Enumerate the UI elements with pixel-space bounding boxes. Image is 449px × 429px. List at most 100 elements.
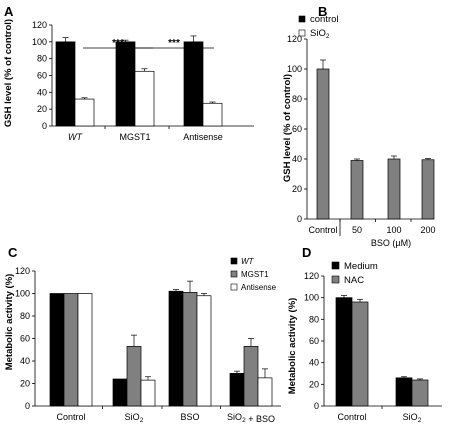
panel-c-bar-wt-sio2-bso xyxy=(229,373,245,407)
panel-c-ytick-label-100: 100 xyxy=(15,289,30,299)
panel-d-bar-nac-control xyxy=(351,301,369,407)
panel-a-ytick-label-120: 120 xyxy=(32,20,47,30)
panel-d-bar-medium-control xyxy=(335,297,353,407)
panel-b-category-control: Control xyxy=(308,225,337,235)
panel-a-ytick-label-100: 100 xyxy=(32,37,47,47)
panel-b-ylabel: GSH level (% of control) xyxy=(282,74,293,182)
panel-c-ytick-label-40: 40 xyxy=(20,356,30,366)
legend-label-sio2: SiO2 xyxy=(310,28,330,40)
panel-d-ytick-label-120: 120 xyxy=(304,271,319,281)
panel-a-category-wt: WT xyxy=(68,132,83,142)
panel-d-bar-nac-sio2 xyxy=(411,379,429,407)
panel-d-plot: 0 20 40 60 80 100 120 Control SiO2 xyxy=(304,271,442,424)
panel-c-category-sio2: SiO2 xyxy=(125,412,144,424)
panel-c-bar-mgst1-control xyxy=(63,293,79,407)
legend-swatch-control xyxy=(298,15,306,23)
legend-label-control: control xyxy=(310,14,339,25)
panel-b-ytick-label-60: 60 xyxy=(292,124,302,134)
panel-d-ytick-label-0: 0 xyxy=(314,401,319,411)
panel-label-c: C xyxy=(8,245,18,260)
panel-a-bar-control-mgst1 xyxy=(115,41,136,127)
chart-panel-c: C Metabolic activity (%) 0 20 40 60 80 100 120… xyxy=(4,245,281,424)
chart-panel-d: D Metabolic activity (%) 0 20 40 60 80 100 120… xyxy=(287,245,442,424)
panel-a-bar-sio2-wt xyxy=(74,98,95,127)
panel-d-ytick-label-80: 80 xyxy=(309,314,319,324)
panel-a-ytick-label-80: 80 xyxy=(37,54,47,64)
panel-d-ytick-label-60: 60 xyxy=(309,336,319,346)
legend-label-mgst1: MGST1 xyxy=(241,270,269,279)
panel-d-bar-medium-sio2 xyxy=(395,377,413,407)
panel-a-ytick-label-20: 20 xyxy=(37,104,47,114)
panel-c-ytick-label-60: 60 xyxy=(20,334,30,344)
chart-panel-b: B GSH level (% of control) 0 20 40 60 80 100 1… xyxy=(282,4,436,248)
panel-c-bar-wt-sio2 xyxy=(112,378,128,407)
panel-b-plot: 0 20 40 60 80 100 120 Control 50 100 200 xyxy=(287,34,436,235)
panel-c-ytick-label-0: 0 xyxy=(25,401,30,411)
panel-a-category-antisense: Antisense xyxy=(183,132,223,142)
panel-b-category-50: 50 xyxy=(352,225,362,235)
panel-c-plot: 0 20 40 60 80 100 120 Control SiO2 BSO SiO2 + BSO xyxy=(15,266,281,424)
panel-c-ytick-label-120: 120 xyxy=(15,266,30,276)
panel-b-ytick-label-100: 100 xyxy=(287,64,302,74)
panel-c-category-bso: BSO xyxy=(180,412,199,422)
panel-a-plot: 0 20 40 60 80 100 120 WT MGST1 Antisense xyxy=(32,20,254,142)
significance-label-1: *** xyxy=(112,38,124,49)
panel-d-ytick-label-20: 20 xyxy=(309,379,319,389)
panel-b-category-100: 100 xyxy=(386,225,401,235)
panel-c-ytick-label-20: 20 xyxy=(20,379,30,389)
panel-c-bar-wt-bso xyxy=(168,290,184,407)
panel-c-bar-mgst1-sio2-bso xyxy=(243,346,259,407)
legend-label-medium: Medium xyxy=(344,261,378,272)
significance-label-2: *** xyxy=(168,38,180,49)
panel-b-category-200: 200 xyxy=(420,225,435,235)
legend-swatch-medium xyxy=(331,261,340,270)
panel-b-bar-series-100 xyxy=(387,158,401,220)
panel-b-ytick-label-0: 0 xyxy=(297,214,302,224)
panel-b-bar-series-50 xyxy=(350,160,364,220)
panel-b-bar-series-control xyxy=(316,68,330,220)
panel-c-ytick-label-80: 80 xyxy=(20,311,30,321)
panel-a-category-mgst1: MGST1 xyxy=(119,132,150,142)
panel-a-ytick-label-0: 0 xyxy=(42,121,47,131)
panel-d-ytick-label-40: 40 xyxy=(309,358,319,368)
panel-c-bar-antisense-control xyxy=(77,293,93,407)
panel-c-bar-antisense-sio2-bso xyxy=(257,377,273,407)
legend-label-antisense: Antisense xyxy=(241,283,277,292)
panel-d-ylabel: Metabolic activity (%) xyxy=(287,298,298,395)
panel-c-bar-antisense-bso xyxy=(196,295,212,407)
panel-c-bar-mgst1-sio2 xyxy=(126,346,142,407)
legend-swatch-mgst1 xyxy=(230,270,238,278)
panel-label-d: D xyxy=(302,245,311,260)
legend-label-wt: WT xyxy=(241,257,255,266)
panel-c-bar-antisense-sio2 xyxy=(140,379,156,407)
legend-swatch-antisense xyxy=(230,283,238,291)
panel-d-category-sio2: SiO2 xyxy=(403,412,422,424)
panel-b-ytick-label-40: 40 xyxy=(292,154,302,164)
panel-b-xlabel: BSO (µM) xyxy=(371,238,411,248)
panel-a-ytick-label-40: 40 xyxy=(37,87,47,97)
panel-a-ylabel: GSH level (% of control) xyxy=(3,19,14,127)
legend-swatch-wt xyxy=(230,257,238,265)
panel-c-bar-mgst1-bso xyxy=(182,292,198,407)
panel-d-category-control: Control xyxy=(337,412,366,422)
panel-a-bar-control-wt xyxy=(55,41,76,127)
panel-c-category-control: Control xyxy=(56,412,85,422)
panel-a-bar-sio2-antisense xyxy=(202,102,223,127)
panel-a-bar-sio2-mgst1 xyxy=(134,70,155,127)
panel-d-ytick-label-100: 100 xyxy=(304,293,319,303)
panel-b-ytick-label-120: 120 xyxy=(287,34,302,44)
panel-label-a: A xyxy=(4,4,14,19)
panel-b-ytick-label-80: 80 xyxy=(292,94,302,104)
chart-panel-a: A GSH level (% of control) 0 20 40 60 80 100 1… xyxy=(3,4,339,142)
panel-a-ytick-label-60: 60 xyxy=(37,71,47,81)
legend-swatch-nac xyxy=(331,275,340,284)
panel-b-ytick-label-20: 20 xyxy=(292,184,302,194)
legend-label-nac: NAC xyxy=(344,275,364,286)
panel-c-ylabel: Metabolic activity (%) xyxy=(4,274,15,371)
panel-a-bar-control-antisense xyxy=(183,41,204,127)
panel-c-bar-wt-control xyxy=(49,293,65,407)
panel-label-b: B xyxy=(318,4,327,19)
panel-b-bar-series-200 xyxy=(421,159,435,220)
legend-swatch-sio2 xyxy=(298,29,306,37)
